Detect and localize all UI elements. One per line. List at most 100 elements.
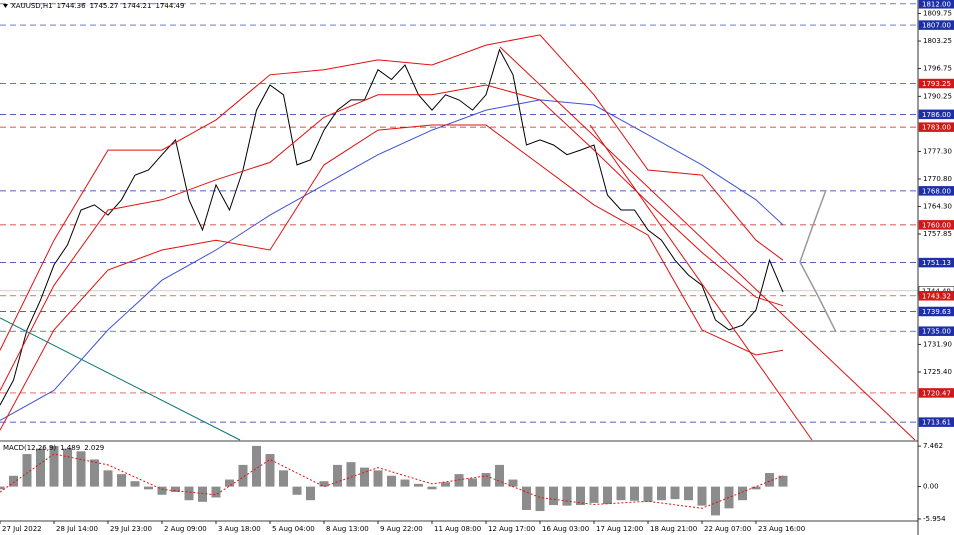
histogram-bar (117, 474, 126, 487)
y-tick-label: 1777.30 (923, 147, 952, 155)
x-tick-label: 23 Aug 16:00 (758, 525, 805, 533)
histogram-bar (171, 486, 180, 493)
histogram-bar (400, 479, 410, 487)
level-box (918, 326, 954, 336)
y-tick-label: 7.462 (923, 442, 943, 450)
trend-line (499, 46, 916, 441)
histogram-bar (360, 467, 369, 487)
y-tick-label: 1757.85 (923, 230, 952, 238)
level-box (918, 388, 954, 398)
histogram-bar (198, 486, 207, 502)
x-tick-label: 17 Aug 12:00 (596, 525, 643, 533)
level-box (918, 20, 954, 30)
level-label: 1720.47 (922, 389, 951, 397)
level-box (918, 417, 954, 427)
y-tick-label: 1725.40 (923, 368, 952, 376)
x-tick-label: 8 Aug 13:00 (326, 525, 369, 533)
histogram-bar (211, 486, 221, 498)
macd-header: MACD(12,26,9) 1.489 2.029 (3, 444, 104, 452)
histogram-bar (508, 479, 518, 487)
level-label: 1760.00 (922, 221, 951, 229)
level-box (918, 0, 954, 9)
series-line (0, 34, 784, 351)
series-line (0, 84, 784, 391)
x-tick-label: 27 Jul 2022 (2, 525, 42, 533)
histogram-bar (279, 470, 288, 487)
ohlc-value: 1745.27 (90, 2, 119, 10)
level-label: 1735.00 (922, 328, 951, 336)
histogram-bar (387, 475, 396, 487)
histogram-bar (522, 486, 531, 510)
ohlc-value: 1744.21 (123, 2, 152, 10)
y-tick-label: 0.00 (923, 483, 939, 491)
histogram-bar (0, 486, 5, 490)
histogram-bar (738, 486, 747, 501)
histogram-bar (684, 486, 693, 501)
y-tick-label: 1770.80 (923, 175, 952, 183)
histogram-bar (306, 486, 315, 501)
level-label: 1807.00 (922, 22, 951, 30)
histogram-bar (63, 448, 72, 487)
histogram-bar (49, 445, 59, 487)
level-box (918, 291, 954, 301)
level-label: 1786.00 (922, 111, 951, 119)
y-tick-label: 1796.75 (923, 65, 952, 73)
histogram-bar (751, 486, 761, 490)
macd-value: 1.489 (60, 444, 80, 452)
arrow (799, 189, 827, 263)
histogram-bar (265, 454, 275, 487)
level-box (918, 78, 954, 89)
symbol-header: XAUUSD,H1 1744.36 1745.27 1744.21 1744.49 (11, 2, 184, 10)
histogram-bar (711, 486, 720, 516)
histogram-bar (630, 486, 639, 501)
histogram-bar (157, 486, 167, 495)
marks (0, 3, 918, 516)
x-tick-label: 2 Aug 09:00 (164, 525, 207, 533)
histogram-bar (144, 486, 153, 490)
y-tick-label: 1731.90 (923, 340, 952, 348)
ohlc-value: 1744.49 (155, 2, 184, 10)
x-tick-label: 18 Aug 21:00 (650, 525, 697, 533)
histogram-bar (441, 482, 450, 487)
histogram-bar (414, 483, 423, 487)
symbol: XAUUSD,H1 (11, 2, 53, 10)
histogram-bar (468, 478, 477, 487)
menu-icon (3, 4, 8, 8)
level-box (918, 257, 954, 268)
level-box (918, 306, 954, 317)
histogram-bar (346, 462, 356, 487)
level-label: 1713.61 (922, 419, 951, 427)
histogram-bar (36, 448, 45, 487)
histogram-bar (495, 464, 504, 487)
histogram-bar (562, 486, 572, 506)
histogram-bar (427, 486, 437, 490)
ohlc-value: 1744.36 (57, 2, 86, 10)
indicator-name: MACD(12,26,9) (3, 444, 56, 452)
histogram-bar (238, 464, 248, 487)
y-tick-label: 1803.25 (923, 37, 952, 45)
y-tick-label: 1790.25 (923, 92, 952, 100)
histogram-bar (76, 451, 86, 487)
level-label: 1739.63 (922, 308, 951, 316)
arrow (799, 261, 837, 333)
level-box (918, 220, 954, 230)
y-tick-label: 1809.75 (923, 9, 952, 17)
histogram-bar (657, 486, 666, 501)
x-tick-label: 22 Aug 07:00 (704, 525, 751, 533)
series-line (0, 124, 784, 431)
histogram-bar (697, 486, 707, 506)
histogram-bar (9, 475, 18, 487)
histogram-bar (576, 486, 585, 506)
histogram-bar (319, 481, 329, 487)
x-tick-label: 5 Aug 04:00 (272, 525, 315, 533)
level-label: 1751.13 (922, 259, 951, 267)
x-tick-label: 28 Jul 14:00 (56, 525, 98, 533)
histogram-bar (589, 486, 599, 503)
y-tick-label: 1764.30 (923, 203, 952, 211)
trend-line (589, 124, 813, 441)
series-line (0, 99, 784, 421)
histogram-bar (765, 473, 774, 487)
